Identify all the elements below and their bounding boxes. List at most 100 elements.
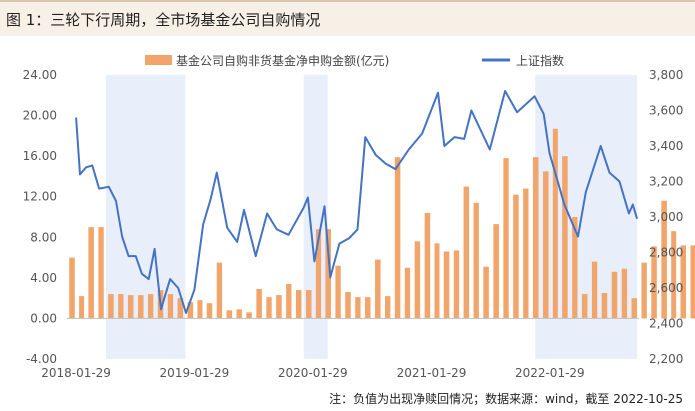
bar bbox=[108, 294, 114, 319]
bar bbox=[295, 290, 302, 319]
bar bbox=[118, 294, 124, 319]
figure-title: 图 1：三轮下行周期，全市场基金公司自购情况 bbox=[6, 11, 321, 29]
bar bbox=[591, 261, 598, 319]
left-tick-label: 16.00 bbox=[23, 149, 57, 163]
bar-series bbox=[69, 128, 695, 319]
bar bbox=[621, 268, 628, 319]
bar bbox=[286, 283, 292, 319]
right-tick-label: 3,200 bbox=[649, 175, 683, 189]
bar bbox=[187, 302, 194, 319]
bar bbox=[197, 300, 203, 319]
bar bbox=[127, 295, 134, 319]
bar bbox=[364, 297, 371, 319]
bar bbox=[581, 294, 588, 319]
bar bbox=[177, 298, 184, 319]
bar bbox=[434, 243, 440, 319]
bar bbox=[315, 229, 322, 319]
bar bbox=[79, 296, 85, 319]
right-tick-label: 3,000 bbox=[649, 210, 683, 224]
bar bbox=[611, 271, 618, 319]
right-tick-label: 3,400 bbox=[649, 139, 683, 153]
bar bbox=[463, 186, 470, 319]
bar bbox=[453, 250, 460, 319]
bar bbox=[335, 265, 341, 319]
x-tick-label: 2021-01-29 bbox=[397, 366, 467, 380]
x-tick-label: 2022-01-29 bbox=[515, 366, 585, 380]
bar bbox=[601, 293, 608, 319]
bar bbox=[651, 246, 657, 319]
bar bbox=[483, 266, 489, 319]
bar bbox=[671, 231, 677, 319]
bar bbox=[216, 262, 223, 319]
bar bbox=[443, 251, 450, 319]
bar bbox=[246, 312, 252, 319]
bar bbox=[503, 158, 509, 319]
bar bbox=[572, 217, 578, 319]
bar bbox=[680, 245, 687, 319]
left-tick-label: 24.00 bbox=[23, 68, 57, 82]
bar bbox=[236, 309, 242, 319]
bar bbox=[375, 259, 381, 319]
bar bbox=[414, 241, 421, 319]
bar bbox=[532, 157, 539, 319]
combo-chart: -4.00 0.00 4.00 8.00 12.00 16.00 20.00 24.00 2,… bbox=[23, 53, 695, 380]
bar bbox=[493, 224, 499, 319]
bar bbox=[641, 262, 647, 319]
bar bbox=[552, 128, 558, 319]
footnote: 注：负值为出现净赎回情况；数据来源：wind，截至 2022-10-25 bbox=[329, 392, 683, 406]
x-tick-label: 2020-01-29 bbox=[278, 366, 348, 380]
line-series bbox=[75, 90, 639, 314]
bar bbox=[523, 188, 529, 319]
bar bbox=[631, 298, 638, 319]
bar bbox=[345, 292, 351, 319]
right-tick-label: 2,600 bbox=[649, 281, 683, 295]
left-axis-ticks: -4.00 0.00 4.00 8.00 12.00 16.00 20.00 24.00 bbox=[23, 68, 57, 366]
figure-title-bar: 图 1：三轮下行周期，全市场基金公司自购情况 bbox=[0, 0, 695, 36]
x-tick-label: 2018-01-29 bbox=[41, 366, 111, 380]
bar bbox=[305, 290, 312, 319]
bar bbox=[206, 303, 213, 319]
x-tick-label: 2019-01-29 bbox=[160, 366, 230, 380]
bar bbox=[543, 171, 549, 319]
bar bbox=[325, 229, 331, 319]
bar bbox=[404, 267, 411, 319]
legend-swatch-bar bbox=[145, 55, 172, 65]
bar bbox=[167, 294, 174, 319]
bar bbox=[98, 227, 104, 319]
left-tick-label: 0.00 bbox=[30, 311, 57, 325]
right-tick-label: 3,600 bbox=[649, 104, 683, 118]
bar bbox=[138, 295, 144, 319]
bar bbox=[69, 257, 75, 319]
bar bbox=[562, 156, 568, 319]
left-tick-label: 12.00 bbox=[23, 190, 57, 204]
bar bbox=[266, 297, 272, 319]
x-axis-ticks: 2018-01-29 2019-01-29 2020-01-29 2021-01-29… bbox=[41, 366, 584, 380]
bar bbox=[473, 202, 479, 319]
bar bbox=[385, 296, 391, 319]
bar bbox=[226, 310, 233, 319]
bar bbox=[394, 157, 401, 319]
bar bbox=[513, 194, 519, 319]
left-tick-label: 20.00 bbox=[23, 109, 57, 123]
bar bbox=[256, 289, 262, 319]
right-tick-label: 2,800 bbox=[649, 246, 683, 260]
left-tick-label: 8.00 bbox=[30, 230, 57, 244]
legend-label-bar: 基金公司自购非货基金净申购金额(亿元) bbox=[176, 53, 389, 68]
left-tick-label: 4.00 bbox=[30, 271, 57, 285]
bar bbox=[276, 295, 282, 319]
bar bbox=[661, 200, 667, 319]
left-tick-label: -4.00 bbox=[26, 352, 57, 366]
bar bbox=[147, 294, 154, 319]
right-tick-label: 3,800 bbox=[649, 68, 683, 82]
right-tick-label: 2,400 bbox=[649, 317, 683, 331]
legend: 基金公司自购非货基金净申购金额(亿元) 上证指数 bbox=[145, 53, 564, 68]
bar bbox=[424, 212, 431, 319]
right-tick-label: 2,200 bbox=[649, 352, 683, 366]
bar bbox=[355, 297, 361, 319]
index-line bbox=[75, 90, 639, 314]
right-axis-ticks: 2,200 2,400 2,600 2,800 3,000 3,200 3,400 3,600… bbox=[649, 68, 683, 366]
legend-label-line: 上证指数 bbox=[516, 53, 564, 68]
bar bbox=[88, 227, 94, 319]
bar bbox=[690, 245, 695, 319]
shaded-period-1 bbox=[303, 75, 328, 359]
